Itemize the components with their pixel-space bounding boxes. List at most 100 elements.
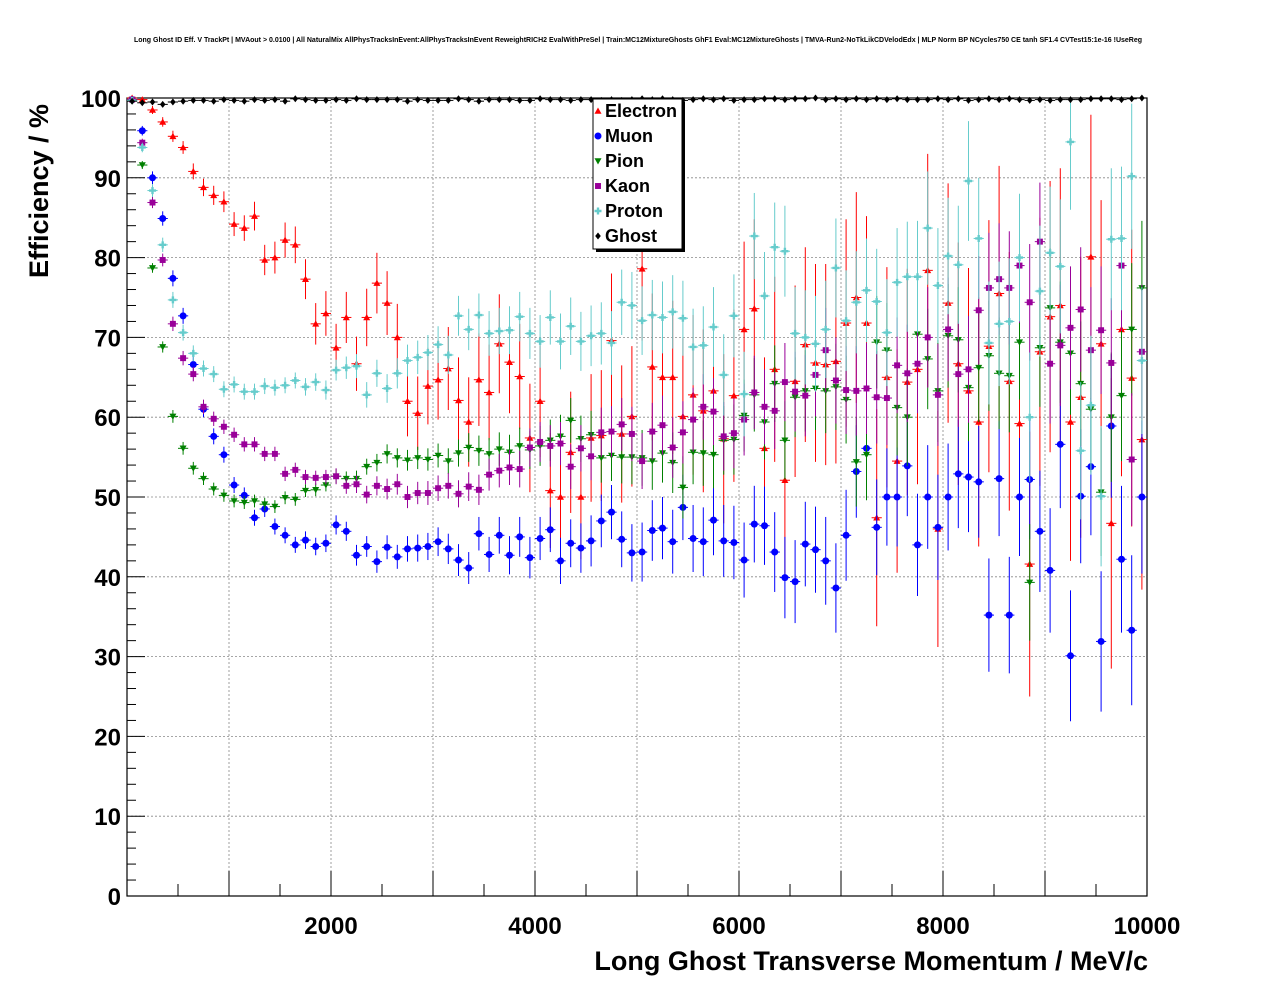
data-point [424, 349, 432, 357]
data-point [169, 132, 177, 140]
data-point [322, 386, 330, 394]
data-point [1026, 96, 1033, 104]
data-point [271, 254, 279, 261]
data-point [1005, 317, 1013, 325]
data-point [384, 96, 390, 104]
data-point [546, 487, 554, 494]
data-point [414, 96, 421, 104]
data-point [353, 362, 360, 370]
data-point [731, 96, 737, 104]
data-point [843, 387, 850, 394]
data-point [261, 96, 268, 104]
data-point [720, 95, 727, 103]
data-point [1067, 652, 1074, 660]
data-point [200, 183, 207, 191]
data-point [730, 392, 738, 399]
data-point [138, 143, 146, 151]
data-point [853, 95, 860, 103]
data-point [618, 535, 626, 543]
data-point [1138, 493, 1146, 501]
data-point [332, 521, 340, 529]
data-point [281, 236, 289, 243]
data-point [210, 370, 218, 378]
data-point [1107, 519, 1115, 527]
data-point [363, 463, 371, 471]
legend-label-proton: Proton [605, 201, 663, 221]
x-tick-label: 2000 [304, 913, 357, 940]
data-point [1077, 306, 1084, 313]
data-point [843, 96, 849, 104]
data-point [169, 413, 177, 420]
data-point [914, 541, 921, 549]
data-point [220, 423, 227, 430]
data-point [138, 162, 146, 169]
data-point [1016, 420, 1023, 427]
data-point [516, 373, 524, 380]
data-point [904, 370, 911, 377]
data-point [852, 298, 860, 306]
data-point [425, 96, 431, 104]
x-tick-label: 8000 [916, 913, 969, 940]
grid [127, 98, 1147, 896]
data-point [465, 564, 473, 572]
data-point [618, 421, 625, 428]
data-point [343, 482, 350, 489]
data-point [638, 265, 646, 272]
data-point [597, 329, 605, 337]
data-point [863, 96, 870, 104]
data-point [506, 358, 513, 365]
data-point [567, 539, 575, 547]
data-point [302, 536, 309, 544]
data-point [241, 97, 248, 105]
data-point [261, 501, 269, 508]
legend-marker-electron [594, 107, 602, 114]
data-point [1005, 611, 1013, 619]
data-point [1056, 262, 1064, 270]
data-point [985, 339, 993, 347]
data-point [282, 97, 288, 105]
data-point [169, 274, 177, 282]
data-point [476, 97, 482, 105]
data-point [189, 361, 197, 369]
y-tick-label: 20 [94, 724, 121, 751]
data-point [740, 390, 748, 398]
data-point [282, 470, 289, 477]
data-point [1067, 138, 1074, 146]
data-point [669, 373, 677, 381]
data-point [333, 96, 339, 104]
data-point [506, 326, 513, 334]
data-point [832, 584, 840, 592]
data-point [546, 313, 554, 321]
data-point [516, 96, 523, 104]
x-tick-label: 6000 [712, 913, 765, 940]
data-point [159, 257, 166, 263]
data-point [812, 546, 819, 554]
data-point [179, 312, 187, 320]
data-point [893, 493, 901, 501]
data-point [414, 409, 422, 417]
data-point [1067, 324, 1074, 331]
data-point [537, 438, 544, 445]
data-point [1047, 360, 1054, 367]
data-point [944, 493, 952, 501]
data-point [485, 451, 493, 458]
data-point [414, 544, 422, 552]
data-point [414, 490, 421, 496]
data-point [975, 96, 982, 104]
data-point [373, 558, 381, 566]
data-point [414, 455, 422, 462]
data-point [567, 417, 575, 424]
data-point [159, 100, 166, 108]
data-point [995, 475, 1003, 483]
data-point [200, 365, 207, 373]
data-point [516, 533, 524, 541]
data-point [322, 539, 330, 547]
data-point [954, 470, 962, 478]
legend-marker-proton [594, 207, 602, 215]
data-point [475, 486, 482, 493]
data-point [761, 95, 768, 103]
data-point [444, 351, 452, 359]
data-point [669, 308, 677, 316]
data-point [1108, 359, 1115, 366]
